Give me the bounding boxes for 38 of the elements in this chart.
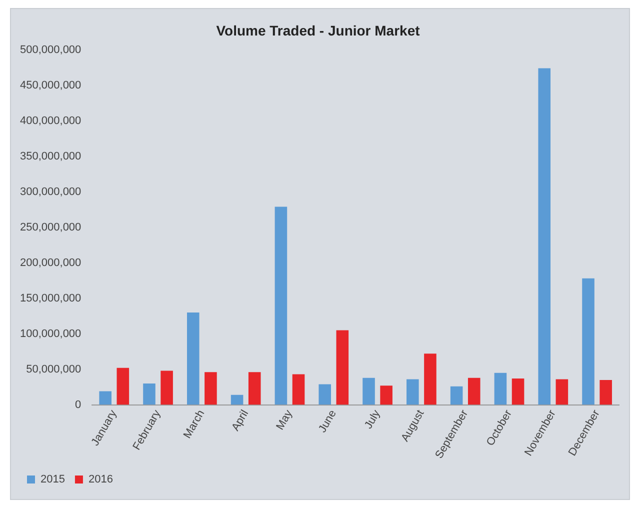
bar xyxy=(274,206,288,405)
y-tick-label: 300,000,000 xyxy=(20,186,82,198)
y-tick-label: 500,000,000 xyxy=(20,44,82,56)
bar xyxy=(600,380,612,405)
y-tick-label: 350,000,000 xyxy=(20,150,82,162)
bar xyxy=(292,374,305,405)
bar xyxy=(494,372,507,405)
legend-label: 2015 xyxy=(40,474,65,486)
bar xyxy=(450,386,463,405)
bar xyxy=(406,379,419,405)
bar xyxy=(99,391,112,405)
y-tick-label: 0 xyxy=(75,398,82,411)
y-tick-label: 200,000,000 xyxy=(20,256,82,269)
bar xyxy=(248,372,261,405)
bar xyxy=(556,379,568,405)
bar xyxy=(318,384,331,405)
y-tick-label: 50,000,000 xyxy=(26,363,82,376)
bar xyxy=(143,384,156,405)
bar xyxy=(230,394,244,405)
bar xyxy=(468,378,480,405)
bar xyxy=(512,378,524,405)
bar xyxy=(160,370,173,405)
legend-label: 2016 xyxy=(88,474,113,486)
bar xyxy=(582,278,594,405)
y-tick-label: 450,000,000 xyxy=(20,79,82,92)
chart-title: Volume Traded - Junior Market xyxy=(216,22,420,38)
y-tick-label: 100,000,000 xyxy=(20,328,82,340)
bar xyxy=(204,372,217,405)
bar xyxy=(116,368,130,405)
bar xyxy=(187,312,200,405)
bar xyxy=(336,330,349,405)
y-tick-label: 150,000,000 xyxy=(20,292,82,304)
bar xyxy=(362,378,375,405)
bar xyxy=(424,354,436,405)
y-tick-label: 250,000,000 xyxy=(20,221,82,234)
bar xyxy=(380,386,392,405)
y-tick-label: 400,000,000 xyxy=(20,114,82,127)
bar xyxy=(538,68,551,405)
